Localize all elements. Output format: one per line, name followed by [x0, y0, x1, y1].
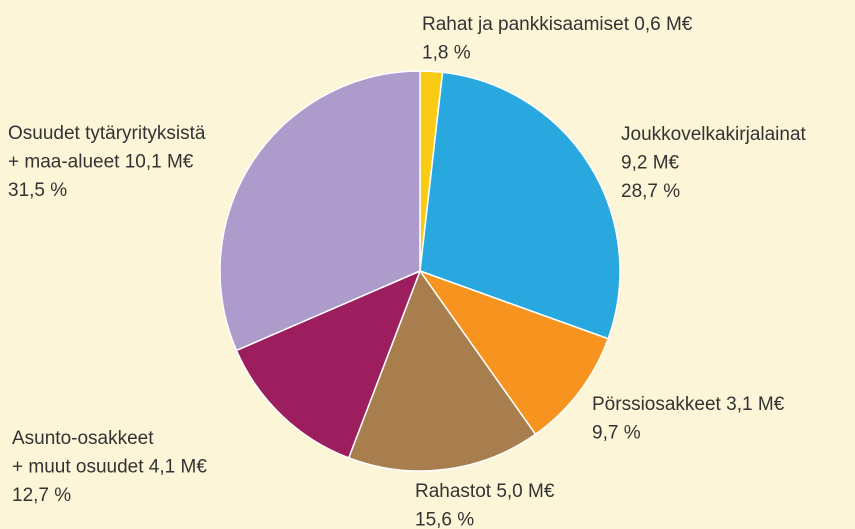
value-label: 9,7 %: [592, 423, 641, 444]
category-label: Joukkovelkakirjalainat: [621, 124, 807, 145]
category-label: Rahastot: [415, 481, 492, 502]
category-label: + maa-alueet: [8, 152, 120, 173]
amount-label: 0,6 M€: [634, 14, 693, 35]
category-label: Pörssiosakkeet: [592, 394, 722, 415]
category-label: Rahat ja pankkisaamiset: [422, 14, 630, 35]
slice-label: Joukkovelkakirjalainat 9,2 M€ 28,7 %: [621, 124, 807, 202]
amount-label: 9,2 M€: [621, 153, 680, 174]
pie-slice: [347, 269, 537, 472]
pie-slice: [418, 269, 610, 436]
value-label: 1,8 %: [422, 43, 471, 64]
amount-label: 10,1 M€: [125, 152, 194, 173]
slice-label: Rahat ja pankkisaamiset 0,6 M€ 1,8 %: [422, 14, 693, 64]
value-label: 31,5 %: [8, 180, 67, 201]
pie-slice: [235, 269, 422, 459]
value-label: 28,7 %: [621, 181, 680, 202]
category-label: Osuudet tytäryrityksistä: [8, 123, 206, 144]
value-label: 12,7 %: [12, 485, 71, 506]
pie-slice: [219, 70, 421, 352]
slice-label: Asunto-osakkeet + muut osuudet 4,1 M€ 12,7…: [12, 428, 207, 506]
category-label: + muut osuudet: [12, 457, 144, 478]
category-label: Asunto-osakkeet: [12, 428, 154, 449]
slice-label: Rahastot 5,0 M€ 15,6 %: [415, 481, 555, 529]
amount-label: 4,1 M€: [149, 457, 208, 478]
value-label: 15,6 %: [415, 510, 474, 529]
pie-slice: [419, 71, 621, 340]
amount-label: 5,0 M€: [496, 481, 555, 502]
amount-label: 3,1 M€: [726, 394, 785, 415]
slice-label: Pörssiosakkeet 3,1 M€ 9,7 %: [592, 394, 785, 444]
slice-label: Osuudet tytäryrityksistä + maa-alueet 10,…: [8, 123, 206, 201]
